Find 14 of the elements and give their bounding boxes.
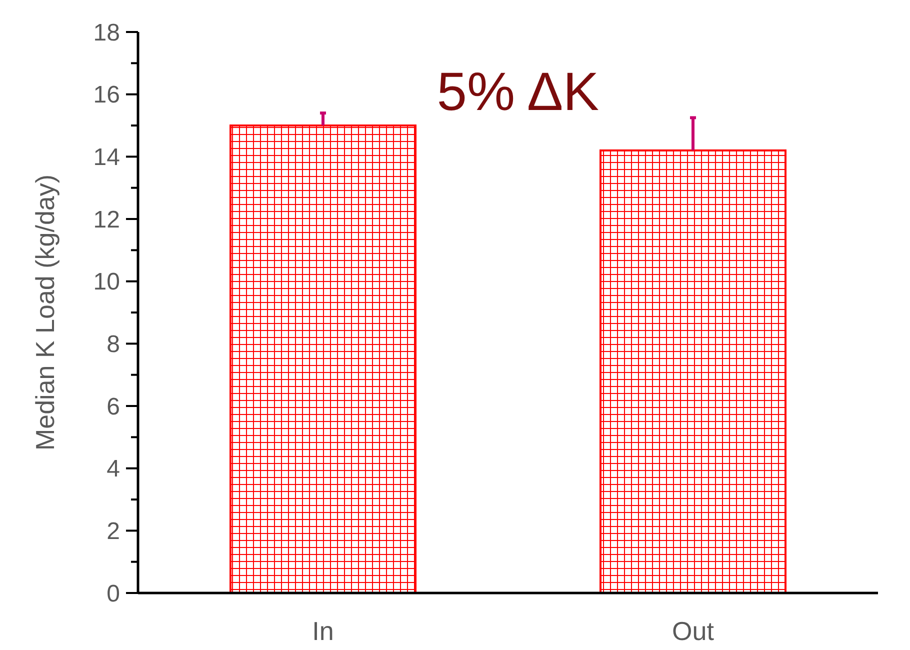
annotation: 5% ΔK bbox=[436, 62, 600, 122]
x-tick-label: In bbox=[312, 616, 334, 646]
y-tick-label: 14 bbox=[93, 144, 120, 172]
y-tick-label: 4 bbox=[106, 456, 120, 483]
y-tick-label: 6 bbox=[106, 393, 120, 420]
y-tick-label: 0 bbox=[106, 580, 120, 608]
y-tick-label: 16 bbox=[93, 82, 120, 109]
x-tick-label: Out bbox=[672, 616, 715, 646]
y-tick-label: 2 bbox=[106, 518, 120, 546]
y-tick-label: 18 bbox=[93, 19, 120, 46]
y-tick-label: 12 bbox=[93, 206, 120, 234]
y-axis-title: Median K Load (kg/day) bbox=[30, 174, 60, 451]
y-tick-label: 10 bbox=[93, 268, 120, 296]
y-tick-label: 8 bbox=[106, 331, 120, 358]
